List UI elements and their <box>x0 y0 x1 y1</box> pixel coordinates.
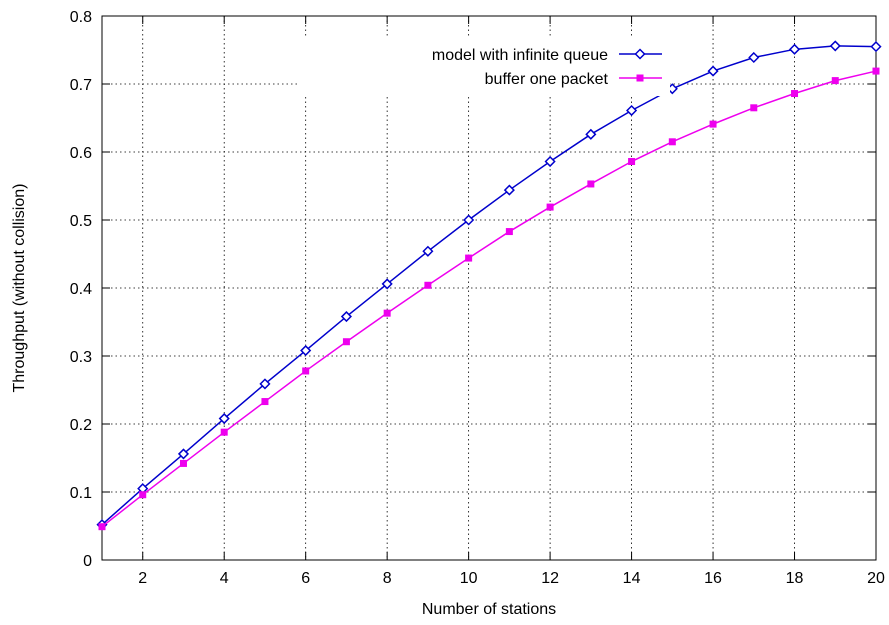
x-tick-label: 20 <box>867 570 885 587</box>
series-2-point <box>628 158 636 166</box>
series-2-point <box>220 428 228 436</box>
y-tick-label: 0.5 <box>70 213 92 230</box>
legend-label-series-1: model with infinite queue <box>432 47 608 64</box>
series-2-point <box>383 309 391 317</box>
series-1-point <box>381 278 393 290</box>
series-2-point <box>791 90 799 98</box>
x-tick-label: 8 <box>383 570 392 587</box>
series-2-point <box>587 180 595 188</box>
y-tick-label: 0.2 <box>70 417 92 434</box>
series-2-point <box>261 398 269 406</box>
series-2-point <box>831 77 839 85</box>
series-1 <box>96 40 882 531</box>
y-tick-label: 0 <box>83 553 92 570</box>
data-series <box>96 40 882 531</box>
series-1-point <box>748 51 760 64</box>
series-2-point <box>424 281 432 289</box>
series-1-point <box>218 412 230 425</box>
series-1-point <box>788 43 801 55</box>
x-tick-label: 12 <box>541 570 559 587</box>
legend-background <box>298 38 670 96</box>
series-2-point <box>750 104 758 112</box>
x-axis-label: Number of stations <box>422 601 556 618</box>
series-1-point <box>340 310 352 323</box>
series-1-point <box>544 155 556 168</box>
grid <box>102 16 876 560</box>
series-1-point <box>422 245 434 257</box>
series-1-point <box>707 65 719 77</box>
series-1-line <box>101 45 877 526</box>
series-1-point <box>259 378 271 390</box>
series-1-point <box>503 184 515 196</box>
x-tick-label: 10 <box>460 570 478 587</box>
y-axis-label: Throughput (without collision) <box>11 184 28 393</box>
series-2-point <box>872 67 880 75</box>
x-tick-label: 14 <box>623 570 641 587</box>
axis-ticks: 0 0.1 0.2 0.3 0.4 0.5 0.6 0.7 0.8 2 4 6 8 10 12 14 16 18 2… <box>70 9 885 587</box>
y-tick-label: 0.4 <box>70 281 92 298</box>
x-tick-label: 6 <box>301 570 310 587</box>
x-tick-label: 18 <box>786 570 804 587</box>
series-2-point <box>98 523 106 531</box>
series-2-point <box>139 491 147 499</box>
series-1-point <box>626 104 638 117</box>
series-1-point <box>870 41 882 53</box>
series-1-point <box>463 214 475 226</box>
series-2-point <box>668 138 676 146</box>
series-2-point <box>302 367 310 375</box>
legend-swatch-marker <box>636 74 644 82</box>
series-2-point <box>709 120 717 128</box>
y-tick-label: 0.3 <box>70 349 92 366</box>
x-tick-label: 4 <box>220 570 229 587</box>
y-tick-label: 0.7 <box>70 77 92 94</box>
series-2-line <box>101 70 877 528</box>
series-2-point <box>505 228 513 236</box>
legend: model with infinite queue buffer one pac… <box>298 38 670 96</box>
series-1-point <box>829 40 841 52</box>
series-2-point <box>546 203 554 211</box>
series-2-point <box>465 254 473 262</box>
x-tick-label: 2 <box>138 570 147 587</box>
legend-label-series-2: buffer one packet <box>485 71 609 88</box>
legend-swatch-marker <box>634 48 646 60</box>
series-1-point <box>585 128 597 140</box>
series-1-point <box>177 448 190 460</box>
y-tick-label: 0.8 <box>70 9 92 26</box>
series-1-point <box>300 344 312 357</box>
y-tick-label: 0.6 <box>70 145 92 162</box>
series-2-point <box>342 338 350 346</box>
y-tick-label: 0.1 <box>70 485 92 502</box>
series-2-point <box>179 459 187 467</box>
x-tick-label: 16 <box>704 570 722 587</box>
series-2 <box>98 67 880 531</box>
